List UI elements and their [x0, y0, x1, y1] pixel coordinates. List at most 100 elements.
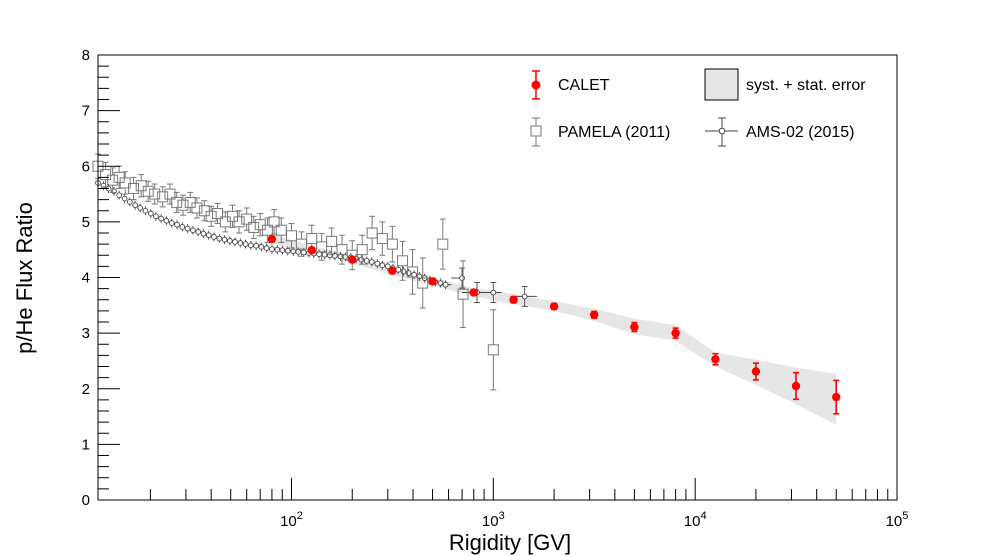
ams-marker [142, 207, 149, 214]
ams-point [284, 246, 291, 256]
pamela-point [107, 167, 119, 193]
ams-point [384, 261, 391, 271]
ams-point [200, 229, 207, 239]
y-tick-label: 3 [82, 325, 90, 342]
axis-layer: 0 1 2 3 4 5 6 7 8 102 103 104 105 [82, 47, 909, 530]
pamela-point [457, 260, 469, 329]
pamela-marker [366, 227, 378, 239]
y-tick-label: 4 [82, 270, 90, 287]
ams-point [440, 280, 452, 290]
pamela-marker [487, 344, 499, 356]
calet-point [509, 295, 518, 304]
ams-marker [374, 260, 381, 267]
pamela-point [198, 200, 210, 222]
y-tick-label: 2 [82, 381, 90, 398]
pamela-marker [191, 202, 203, 214]
ams-marker [405, 270, 412, 276]
pamela-point [135, 174, 147, 198]
ams-point [132, 200, 138, 210]
ams-point [253, 241, 259, 251]
x-tick-label: 104 [684, 510, 707, 530]
ams-marker [316, 251, 322, 257]
pamela-marker [107, 174, 119, 186]
ams-point [137, 203, 144, 213]
pamela-marker [417, 277, 429, 289]
pamela-marker [205, 210, 217, 222]
ams-marker [190, 227, 196, 234]
ams-point [195, 227, 202, 237]
pamela-marker [285, 230, 297, 242]
legend-pamela-marker [530, 117, 542, 147]
ams-marker [153, 213, 159, 220]
y-tick-label: 1 [82, 436, 90, 453]
pamela-marker [233, 216, 245, 228]
ams-marker [400, 268, 407, 275]
calet-marker [469, 288, 478, 297]
pamela-marker [407, 266, 419, 278]
ams-marker [195, 229, 202, 235]
pamela-marker [295, 238, 307, 250]
ams-marker [179, 224, 186, 230]
calet-marker [388, 266, 397, 276]
pamela-point [295, 231, 307, 257]
calet-marker [549, 302, 559, 311]
pamela-point [376, 221, 388, 256]
pamela-point [100, 161, 112, 188]
ams-point [242, 239, 249, 249]
pamela-marker [113, 171, 125, 183]
x-tick-label: 103 [482, 510, 505, 530]
ams-marker [168, 220, 175, 226]
pamela-marker [157, 191, 169, 203]
ams-point [116, 190, 122, 200]
ams-point [158, 214, 164, 223]
pamela-marker [336, 244, 348, 256]
ams-marker [137, 205, 144, 211]
y-tick-label: 0 [82, 492, 90, 509]
ams-marker [331, 252, 338, 259]
pamela-marker [437, 238, 449, 250]
calet-marker [832, 392, 841, 402]
ams-point [147, 209, 154, 218]
pamela-point [119, 171, 131, 195]
legend-band-swatch [704, 68, 739, 101]
y-tick-label: 6 [82, 158, 90, 175]
ams-marker [300, 249, 307, 256]
pamela-marker [326, 235, 338, 247]
ams-point [479, 282, 502, 303]
pamela-marker [128, 183, 140, 194]
ams-marker [163, 217, 170, 224]
ams-marker [490, 289, 497, 296]
ams-marker [321, 251, 328, 258]
pamela-marker [212, 208, 224, 220]
pamela-point [268, 209, 280, 235]
ams-marker [411, 271, 417, 278]
ams-point [232, 237, 238, 247]
pamela-point [254, 213, 266, 237]
pamela-point [326, 227, 338, 256]
ams-marker [253, 242, 259, 249]
ams-marker [284, 247, 291, 254]
pamela-point [275, 217, 287, 243]
ams-point [411, 270, 417, 280]
ams-marker [269, 246, 275, 252]
ams-marker [158, 215, 164, 222]
pamela-marker [386, 238, 398, 250]
pamela-point [487, 309, 499, 391]
calet-marker [509, 295, 518, 304]
pamela-point [205, 205, 217, 227]
ams-marker [232, 239, 238, 245]
pamela-marker [142, 185, 154, 197]
pamela-marker [171, 196, 183, 208]
ams-point [221, 235, 228, 245]
ams-point [126, 197, 133, 207]
pamela-marker [241, 213, 253, 225]
calet-point [307, 246, 316, 255]
ams-marker [379, 262, 386, 269]
pamela-marker [184, 196, 196, 208]
calet-marker [348, 255, 357, 264]
ams-marker [295, 249, 302, 255]
ams-marker [358, 256, 365, 263]
pamela-marker [261, 224, 273, 236]
ams-point [142, 206, 149, 216]
